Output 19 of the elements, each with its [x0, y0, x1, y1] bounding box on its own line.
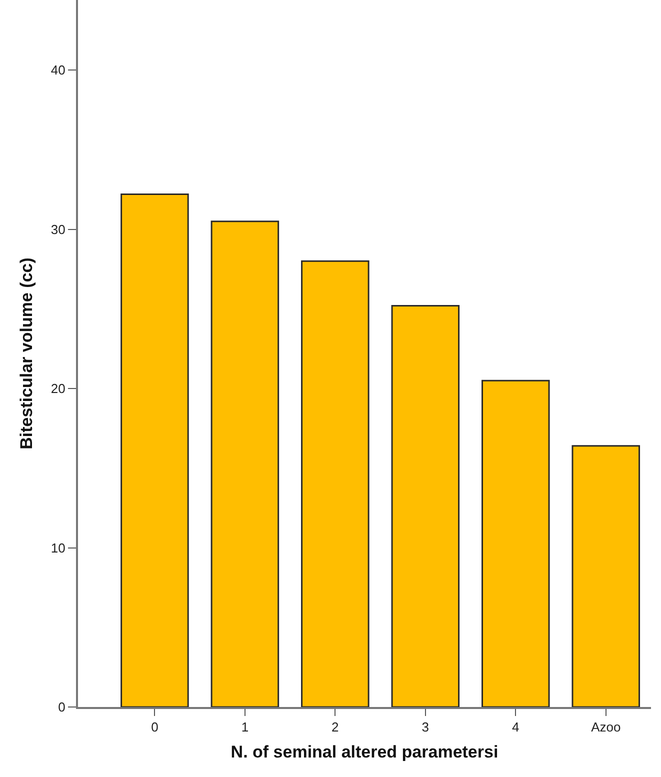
x-tick-label: 1: [241, 720, 249, 735]
bar: [482, 380, 550, 707]
bar: [572, 445, 640, 707]
bar: [210, 220, 280, 707]
y-tick-label: 0: [58, 700, 66, 715]
bar: [120, 194, 189, 707]
y-tick-label: 10: [50, 540, 66, 556]
bar: [301, 260, 370, 707]
x-tick-label: 3: [422, 720, 430, 735]
bar: [391, 304, 460, 707]
x-tick-label: 0: [151, 720, 158, 735]
y-axis-title: Bitesticular volume (cc): [16, 258, 36, 450]
x-tick-label: Azoo: [591, 720, 621, 735]
y-tick-label: 30: [50, 222, 66, 237]
x-axis-title: N. of seminal altered parametersi: [230, 742, 498, 762]
x-tick-label: 2: [332, 720, 339, 735]
y-tick-label: 20: [50, 381, 66, 396]
y-tick-label: 40: [50, 62, 66, 78]
x-tick-label: 4: [512, 720, 520, 735]
